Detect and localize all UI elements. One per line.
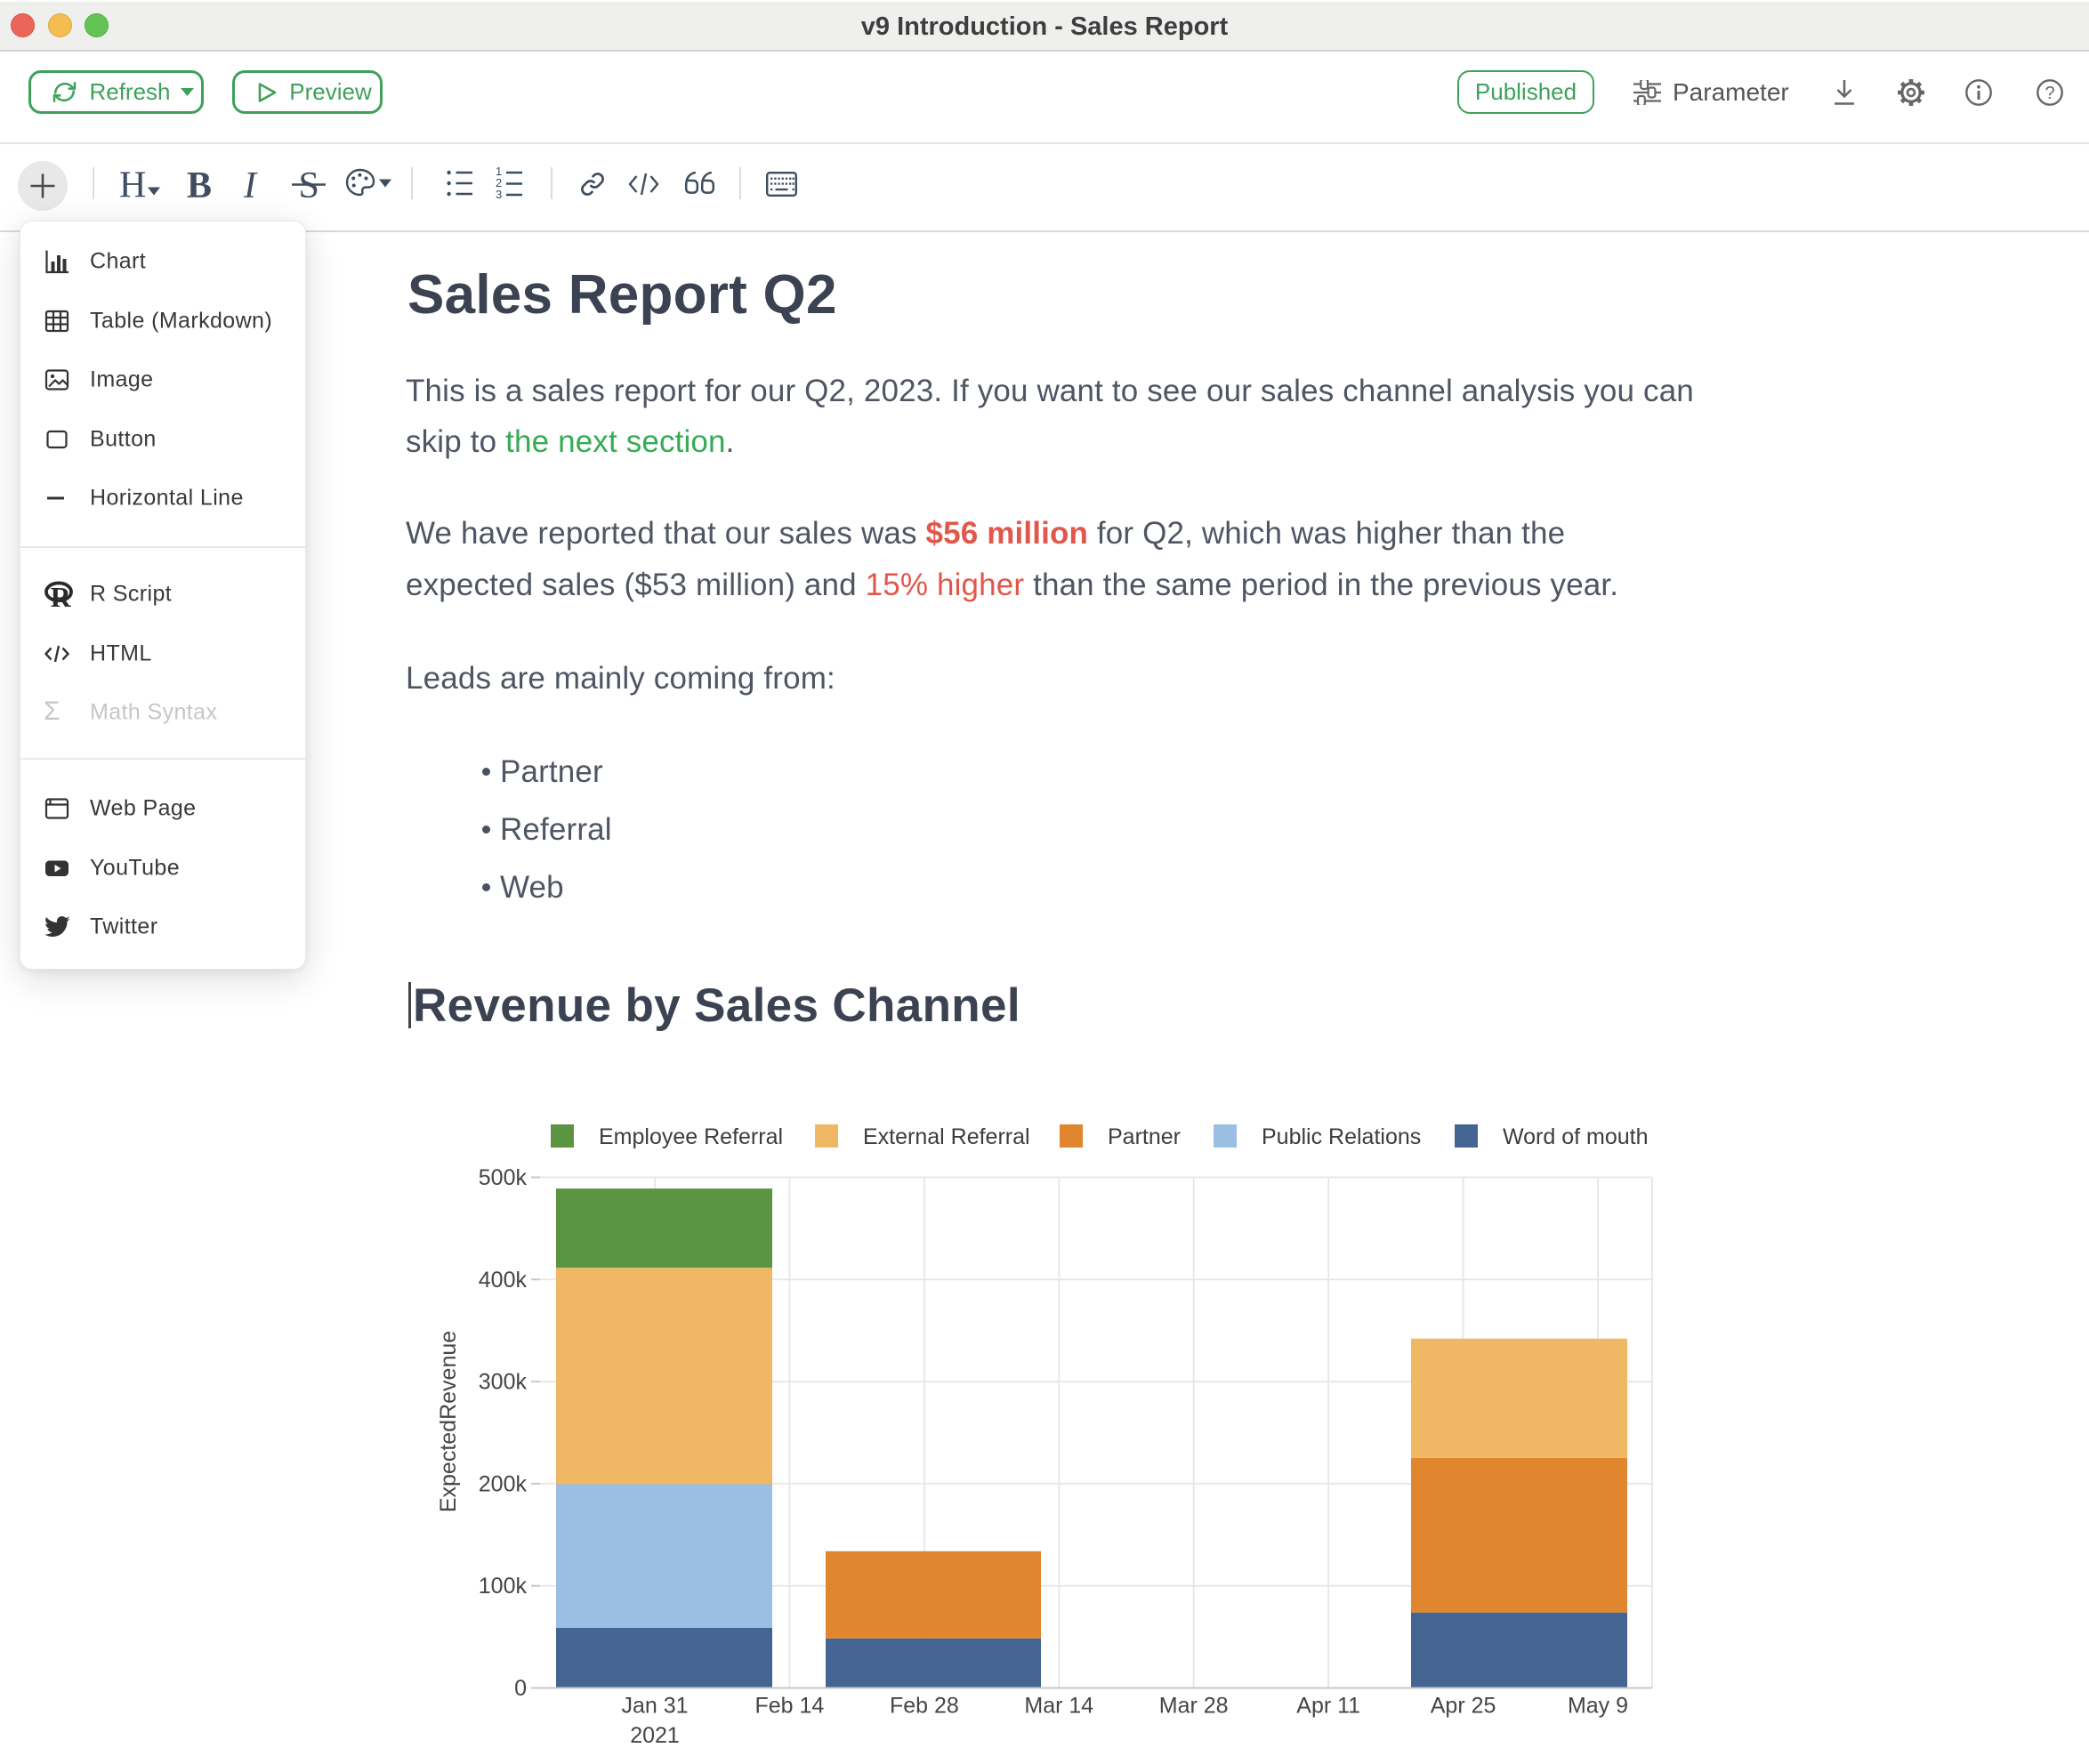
svg-text:H: H	[119, 165, 146, 206]
svg-text:Mar 28: Mar 28	[1159, 1694, 1229, 1719]
svg-text:Jan 31: Jan 31	[621, 1694, 688, 1719]
svg-text:300k: 300k	[479, 1370, 528, 1395]
svg-text:1: 1	[496, 165, 502, 178]
svg-text:2: 2	[496, 176, 502, 189]
svg-text:Public Relations: Public Relations	[1262, 1124, 1421, 1149]
svg-text:I: I	[243, 165, 258, 206]
svg-text:?: ?	[2045, 84, 2054, 103]
svg-text:ExpectedRevenue: ExpectedRevenue	[436, 1331, 461, 1512]
svg-text:2021: 2021	[630, 1723, 680, 1748]
svg-text:100k: 100k	[479, 1574, 528, 1599]
svg-text:Partner: Partner	[1108, 1124, 1181, 1149]
svg-text:0: 0	[514, 1676, 527, 1701]
svg-text:Apr 11: Apr 11	[1296, 1694, 1360, 1719]
svg-text:Mar 14: Mar 14	[1024, 1694, 1093, 1719]
svg-text:External Referral: External Referral	[863, 1124, 1030, 1149]
svg-text:Feb 28: Feb 28	[890, 1694, 959, 1719]
svg-text:R: R	[51, 582, 72, 609]
svg-text:Apr 25: Apr 25	[1431, 1694, 1496, 1719]
svg-text:May 9: May 9	[1568, 1694, 1628, 1719]
svg-text:Feb 14: Feb 14	[754, 1694, 824, 1719]
svg-text:B: B	[187, 165, 212, 206]
svg-text:200k: 200k	[479, 1471, 528, 1496]
svg-text:500k: 500k	[479, 1165, 528, 1190]
svg-text:400k: 400k	[479, 1268, 528, 1293]
svg-text:3: 3	[496, 188, 502, 201]
svg-text:Word of mouth: Word of mouth	[1503, 1124, 1649, 1149]
svg-text:Employee Referral: Employee Referral	[599, 1124, 783, 1149]
svg-text:S: S	[299, 165, 319, 206]
